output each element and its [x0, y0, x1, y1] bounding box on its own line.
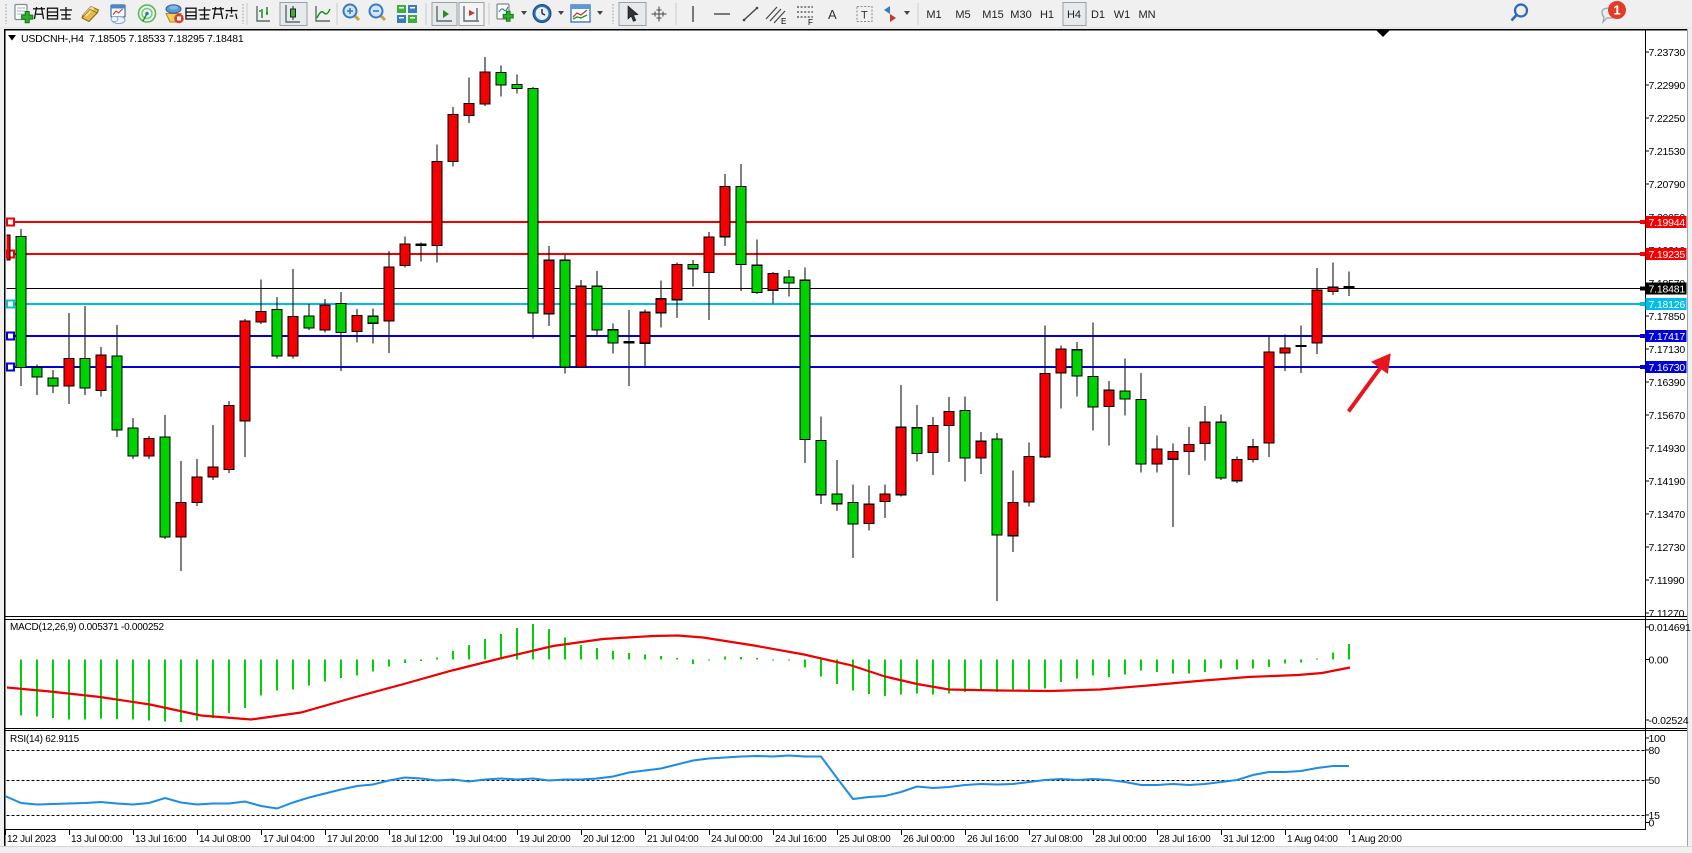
svg-text:7.19235: 7.19235 — [1649, 249, 1686, 261]
svg-text:USDCNH-,H4 7.18505 7.18533 7.: USDCNH-,H4 7.18505 7.18533 7.18295 7.184… — [21, 33, 244, 45]
svg-text:80: 80 — [1649, 745, 1661, 757]
svg-text:D1: D1 — [1091, 9, 1105, 21]
svg-text:24 Jul 16:00: 24 Jul 16:00 — [775, 834, 827, 845]
svg-text:100: 100 — [1649, 733, 1666, 745]
svg-text:7.18126: 7.18126 — [1649, 299, 1686, 311]
svg-text:7.13470: 7.13470 — [1649, 509, 1686, 521]
svg-text:7.14190: 7.14190 — [1649, 476, 1686, 488]
svg-text:7.16390: 7.16390 — [1649, 377, 1686, 389]
svg-text:14 Jul 08:00: 14 Jul 08:00 — [199, 834, 251, 845]
svg-text:7.21530: 7.21530 — [1649, 146, 1686, 158]
svg-text:7.17417: 7.17417 — [1649, 331, 1686, 343]
svg-text:17 Jul 04:00: 17 Jul 04:00 — [263, 834, 315, 845]
svg-text:18 Jul 12:00: 18 Jul 12:00 — [391, 834, 443, 845]
svg-text:M1: M1 — [926, 9, 941, 21]
svg-text:MACD(12,26,9) 0.005371 -0.0002: MACD(12,26,9) 0.005371 -0.000252 — [10, 622, 164, 633]
svg-text:21 Jul 04:00: 21 Jul 04:00 — [647, 834, 699, 845]
svg-text:13 Jul 00:00: 13 Jul 00:00 — [71, 834, 123, 845]
svg-text:1: 1 — [1613, 3, 1620, 18]
svg-text:20 Jul 12:00: 20 Jul 12:00 — [583, 834, 635, 845]
svg-text:15: 15 — [1649, 810, 1661, 822]
svg-text:RSI(14) 62.9115: RSI(14) 62.9115 — [10, 734, 80, 745]
svg-text:-0.02524: -0.02524 — [1649, 715, 1689, 727]
svg-text:M30: M30 — [1010, 9, 1031, 21]
svg-text:0.00: 0.00 — [1649, 654, 1669, 666]
svg-text:7.11270: 7.11270 — [1649, 608, 1685, 620]
svg-text:T: T — [861, 10, 868, 22]
svg-text:F: F — [808, 18, 813, 27]
svg-text:7.22250: 7.22250 — [1649, 113, 1686, 125]
svg-text:7.11990: 7.11990 — [1649, 575, 1685, 587]
svg-text:W1: W1 — [1114, 9, 1131, 21]
svg-text:25 Jul 08:00: 25 Jul 08:00 — [839, 834, 891, 845]
svg-text:0.014691: 0.014691 — [1649, 622, 1692, 634]
svg-text:19 Jul 20:00: 19 Jul 20:00 — [519, 834, 571, 845]
svg-text:19 Jul 04:00: 19 Jul 04:00 — [455, 834, 507, 845]
svg-text:27 Jul 08:00: 27 Jul 08:00 — [1031, 834, 1083, 845]
svg-text:1 Aug 20:00: 1 Aug 20:00 — [1351, 834, 1402, 845]
svg-text:MN: MN — [1138, 9, 1155, 21]
svg-text:A: A — [828, 7, 837, 22]
svg-text:7.12730: 7.12730 — [1649, 542, 1686, 554]
svg-text:7.16730: 7.16730 — [1649, 362, 1686, 374]
svg-text:E: E — [781, 17, 786, 26]
svg-text:7.18481: 7.18481 — [1649, 283, 1686, 295]
svg-text:26 Jul 16:00: 26 Jul 16:00 — [967, 834, 1019, 845]
svg-text:7.14930: 7.14930 — [1649, 443, 1686, 455]
svg-text:26 Jul 00:00: 26 Jul 00:00 — [903, 834, 955, 845]
svg-text:M15: M15 — [982, 9, 1003, 21]
svg-text:17 Jul 20:00: 17 Jul 20:00 — [327, 834, 379, 845]
svg-text:7.20790: 7.20790 — [1649, 179, 1686, 191]
svg-text:28 Jul 00:00: 28 Jul 00:00 — [1095, 834, 1147, 845]
svg-text:13 Jul 16:00: 13 Jul 16:00 — [135, 834, 187, 845]
svg-text:24 Jul 00:00: 24 Jul 00:00 — [711, 834, 763, 845]
svg-text:7.17850: 7.17850 — [1649, 311, 1686, 323]
svg-text:1 Aug 04:00: 1 Aug 04:00 — [1287, 834, 1338, 845]
svg-text:7.19944: 7.19944 — [1649, 217, 1686, 229]
svg-text:12 Jul 2023: 12 Jul 2023 — [7, 834, 57, 845]
svg-text:H4: H4 — [1067, 9, 1081, 21]
svg-text:7.17130: 7.17130 — [1649, 344, 1686, 356]
svg-text:31 Jul 12:00: 31 Jul 12:00 — [1223, 834, 1275, 845]
svg-text:H1: H1 — [1040, 9, 1054, 21]
svg-text:50: 50 — [1649, 775, 1661, 787]
svg-text:M5: M5 — [955, 9, 970, 21]
svg-text:0: 0 — [1649, 817, 1655, 829]
svg-text:7.15670: 7.15670 — [1649, 410, 1686, 422]
svg-text:7.23730: 7.23730 — [1649, 47, 1686, 59]
svg-text:28 Jul 16:00: 28 Jul 16:00 — [1159, 834, 1211, 845]
svg-text:7.22990: 7.22990 — [1649, 80, 1686, 92]
